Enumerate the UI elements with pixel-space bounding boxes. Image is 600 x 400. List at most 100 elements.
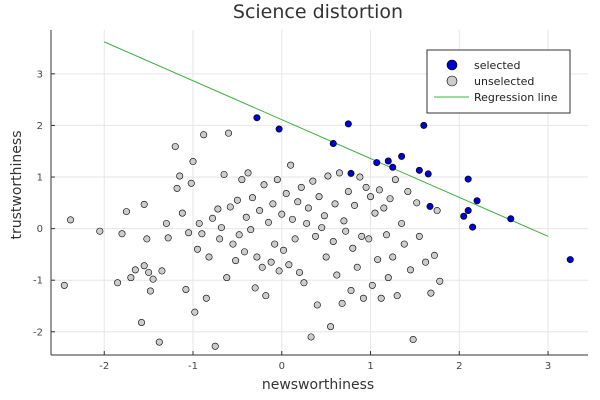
unselected-point (285, 261, 293, 269)
selected-point (460, 212, 468, 220)
unselected-point (122, 208, 130, 216)
y-axis-label: trustworthiness (9, 131, 25, 240)
unselected-point (195, 219, 203, 227)
unselected-point (300, 279, 308, 287)
legend: selected unselected Regression line (426, 49, 571, 114)
unselected-point (214, 205, 222, 213)
unselected-point (176, 172, 184, 180)
unselected-point (365, 235, 373, 243)
unselected-point (371, 209, 379, 217)
unselected-point (312, 232, 320, 240)
unselected-point (400, 240, 408, 248)
unselected-point (320, 212, 328, 220)
unselected-point (351, 201, 359, 209)
unselected-point (384, 274, 392, 282)
data-points (60, 114, 574, 350)
unselected-point (155, 338, 163, 346)
y-tick-label: -2 (33, 327, 43, 338)
unselected-point (275, 267, 283, 275)
unselected-point (205, 253, 213, 261)
unselected-point (383, 231, 391, 239)
unselected-point (164, 234, 172, 242)
unselected-point (322, 253, 330, 261)
selected-point (424, 170, 432, 178)
unselected-point (114, 279, 122, 287)
unselected-point (282, 190, 290, 198)
selected-point (469, 223, 477, 231)
unselected-point (191, 308, 199, 316)
unselected-point (313, 301, 321, 309)
x-tick-label: 0 (279, 361, 285, 372)
unselected-point (318, 224, 326, 232)
y-tick-label: 1 (37, 173, 43, 184)
unselected-point (146, 287, 154, 295)
unselected-point (404, 187, 412, 195)
selected-point (275, 125, 283, 133)
unselected-point (140, 262, 148, 270)
unselected-point (182, 285, 190, 293)
unselected-point (149, 275, 157, 283)
unselected-point (344, 187, 352, 195)
selected-point (415, 166, 423, 174)
unselected-point (220, 170, 228, 178)
unselected-point (389, 253, 397, 261)
unselected-point (267, 258, 275, 266)
unselected-point (244, 169, 252, 177)
selected-point (373, 159, 381, 167)
unselected-point (287, 161, 295, 169)
unselected-point (393, 292, 401, 300)
unselected-point (375, 186, 383, 194)
unselected-point (225, 129, 233, 137)
legend-regression-label: Regression line (474, 91, 558, 104)
axes (50, 30, 588, 356)
selected-point (329, 139, 337, 147)
unselected-point (127, 274, 135, 282)
unselected-point (273, 176, 281, 184)
y-tick-label: 2 (37, 121, 43, 132)
unselected-point (368, 281, 376, 289)
unselected-point (338, 299, 346, 307)
unselected-point (226, 203, 234, 211)
x-tick-label: -1 (188, 361, 198, 372)
unselected-point (198, 230, 206, 238)
x-tick-label: 2 (456, 361, 462, 372)
unselected-point (200, 131, 208, 139)
unselected-point (60, 281, 68, 289)
legend-selected-label: selected (474, 59, 520, 72)
unselected-point (315, 193, 323, 201)
unselected-point (173, 184, 181, 192)
selected-point (464, 207, 472, 215)
unselected-point (247, 226, 255, 234)
unselected-point (251, 284, 259, 292)
x-tick-label: 1 (367, 361, 373, 372)
chart-title: Science distortion (233, 1, 403, 23)
unselected-point (349, 244, 357, 252)
unselected-point (138, 318, 146, 326)
unselected-point (304, 204, 312, 212)
legend-selected-marker (446, 59, 458, 71)
unselected-point (260, 181, 268, 189)
unselected-point (433, 207, 441, 215)
unselected-point (233, 196, 241, 204)
unselected-point (271, 240, 279, 248)
unselected-point (340, 217, 348, 225)
y-tick-label: 3 (37, 69, 43, 80)
unselected-point (415, 232, 423, 240)
unselected-point (178, 209, 186, 217)
unselected-point (229, 240, 237, 248)
unselected-point (235, 231, 243, 239)
unselected-point (209, 214, 217, 222)
unselected-point (211, 342, 219, 350)
regression-line-layer (104, 41, 549, 237)
unselected-point (307, 333, 315, 341)
unselected-point (398, 219, 406, 227)
unselected-point (187, 179, 195, 187)
unselected-point (240, 248, 248, 256)
unselected-point (359, 294, 367, 302)
unselected-point (327, 323, 335, 331)
unselected-point (356, 173, 364, 181)
unselected-point (288, 215, 296, 223)
unselected-point (162, 219, 170, 227)
unselected-point (185, 229, 193, 237)
